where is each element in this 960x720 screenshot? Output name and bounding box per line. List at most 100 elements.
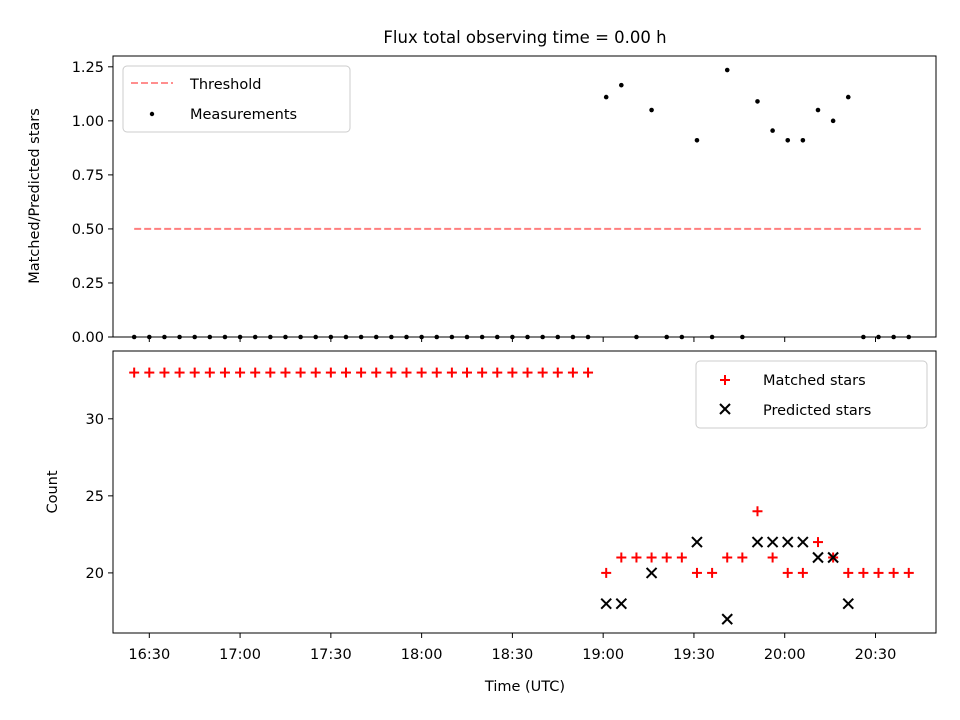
matched-stars-point	[737, 552, 748, 563]
matched-stars-point	[174, 367, 185, 378]
bottom-x-tick-label: 18:00	[401, 647, 443, 663]
matched-stars-point	[431, 367, 442, 378]
predicted-stars-point	[797, 536, 809, 548]
matched-stars-point	[219, 367, 230, 378]
matched-stars-point	[707, 567, 718, 578]
predicted-stars-point	[691, 536, 703, 548]
bottom-y-axis: 20 25 30	[86, 412, 113, 582]
predicted-stars-point	[645, 567, 658, 579]
matched-stars-point	[340, 367, 351, 378]
matched-stars-point	[843, 567, 854, 578]
matched-stars-point	[477, 367, 488, 378]
matched-stars-point	[446, 367, 457, 378]
measurements-point	[800, 138, 806, 143]
top-y-tick-label: 1.25	[72, 60, 104, 76]
matched-stars-point	[280, 367, 291, 378]
matched-stars-point	[631, 552, 642, 563]
measurements-point	[649, 107, 654, 113]
bottom-legend-box	[695, 360, 928, 429]
top-y-tick-label: 0.00	[72, 330, 104, 346]
predicted-stars-point	[600, 598, 612, 610]
matched-stars-point	[310, 367, 321, 378]
top-axes-frame	[112, 55, 937, 338]
top-chart: Flux total observing time = 0.00 h 0.00 0…	[27, 28, 937, 346]
measurements-point	[770, 128, 775, 133]
matched-stars-point	[567, 367, 578, 378]
matched-stars-point	[386, 367, 397, 378]
matched-stars-point	[416, 367, 427, 378]
matched-stars-point	[265, 367, 276, 378]
matched-stars-point	[767, 552, 778, 563]
measurements-point	[603, 94, 609, 100]
matched-stars-point	[616, 552, 627, 563]
top-y-tick-label: 0.75	[72, 168, 104, 184]
matched-stars-point	[601, 567, 612, 578]
top-y-axis: 0.00 0.25 0.50 0.75 1.00 1.25	[72, 60, 113, 346]
matched-stars-point	[552, 367, 563, 378]
legend-threshold-label: Threshold	[189, 77, 261, 93]
bottom-x-tick-label: 17:30	[310, 647, 352, 663]
measurements-point	[845, 94, 851, 100]
matched-stars-point	[888, 567, 899, 578]
matched-stars-point	[903, 567, 914, 578]
top-legend-box	[122, 65, 351, 133]
matched-stars-point	[752, 506, 763, 517]
measurements-point	[619, 82, 624, 88]
predicted-stars-point	[751, 536, 764, 548]
top-chart-title: Flux total observing time = 0.00 h	[383, 28, 666, 47]
bottom-x-tick-label: 20:30	[855, 647, 897, 663]
bottom-y-axis-label: Count	[45, 470, 61, 513]
matched-stars-point	[691, 567, 702, 578]
predicted-stars-point	[721, 613, 733, 625]
matched-stars-point	[492, 367, 503, 378]
bottom-x-tick-label: 17:00	[219, 647, 261, 663]
legend-measurements-label: Measurements	[190, 107, 297, 123]
top-y-tick-label: 0.50	[72, 222, 104, 238]
matched-stars-point	[661, 552, 672, 563]
predicted-stars-point	[766, 536, 779, 548]
bottom-x-tick-label: 20:00	[764, 647, 806, 663]
legend-predicted-swatch	[719, 403, 731, 415]
matched-stars-point	[462, 367, 473, 378]
top-x-axis	[148, 337, 876, 342]
matched-stars-point	[722, 552, 733, 563]
bottom-x-tick-label: 16:30	[128, 647, 170, 663]
matched-stars-point	[797, 567, 808, 578]
measurements-point	[785, 138, 791, 143]
bottom-x-axis: 16:30 17:00 17:30 18:00 18:30 19:00 19:30 20:00…	[128, 633, 896, 663]
bottom-x-tick-label: 18:30	[491, 647, 533, 663]
matched-stars-point	[235, 367, 246, 378]
matched-stars-point	[812, 537, 823, 548]
bottom-y-tick-label: 20	[86, 566, 104, 582]
measurements-point	[830, 118, 836, 124]
matched-stars-point	[371, 367, 382, 378]
top-y-axis-label: Matched/Predicted stars	[27, 108, 43, 284]
matched-stars-point	[159, 367, 170, 378]
matched-stars-point	[646, 552, 657, 563]
bottom-plot-area	[129, 367, 914, 625]
measurements-point	[694, 138, 700, 143]
predicted-stars-point	[615, 598, 628, 610]
matched-stars-point	[583, 367, 594, 378]
measurements-point	[755, 99, 760, 104]
matched-stars-point	[522, 367, 533, 378]
matched-stars-point	[204, 367, 215, 378]
legend-predicted-label: Predicted stars	[763, 403, 871, 419]
predicted-stars-point	[812, 551, 824, 564]
predicted-stars-point	[827, 551, 839, 564]
top-y-tick-label: 0.25	[72, 276, 104, 292]
bottom-y-tick-label: 25	[86, 489, 104, 505]
matched-stars-point	[858, 567, 869, 578]
matched-stars-point	[295, 367, 306, 378]
predicted-stars-point	[842, 598, 854, 610]
matched-stars-point	[144, 367, 155, 378]
matched-stars-point	[873, 567, 884, 578]
legend-matched-label: Matched stars	[763, 373, 866, 389]
matched-stars-point	[676, 552, 687, 563]
measurements-point	[724, 67, 730, 73]
matched-stars-point	[189, 367, 200, 378]
bottom-axes-frame	[112, 350, 937, 634]
matched-stars-point	[356, 367, 367, 378]
matched-stars-point	[129, 367, 140, 378]
matched-stars-point	[507, 367, 518, 378]
